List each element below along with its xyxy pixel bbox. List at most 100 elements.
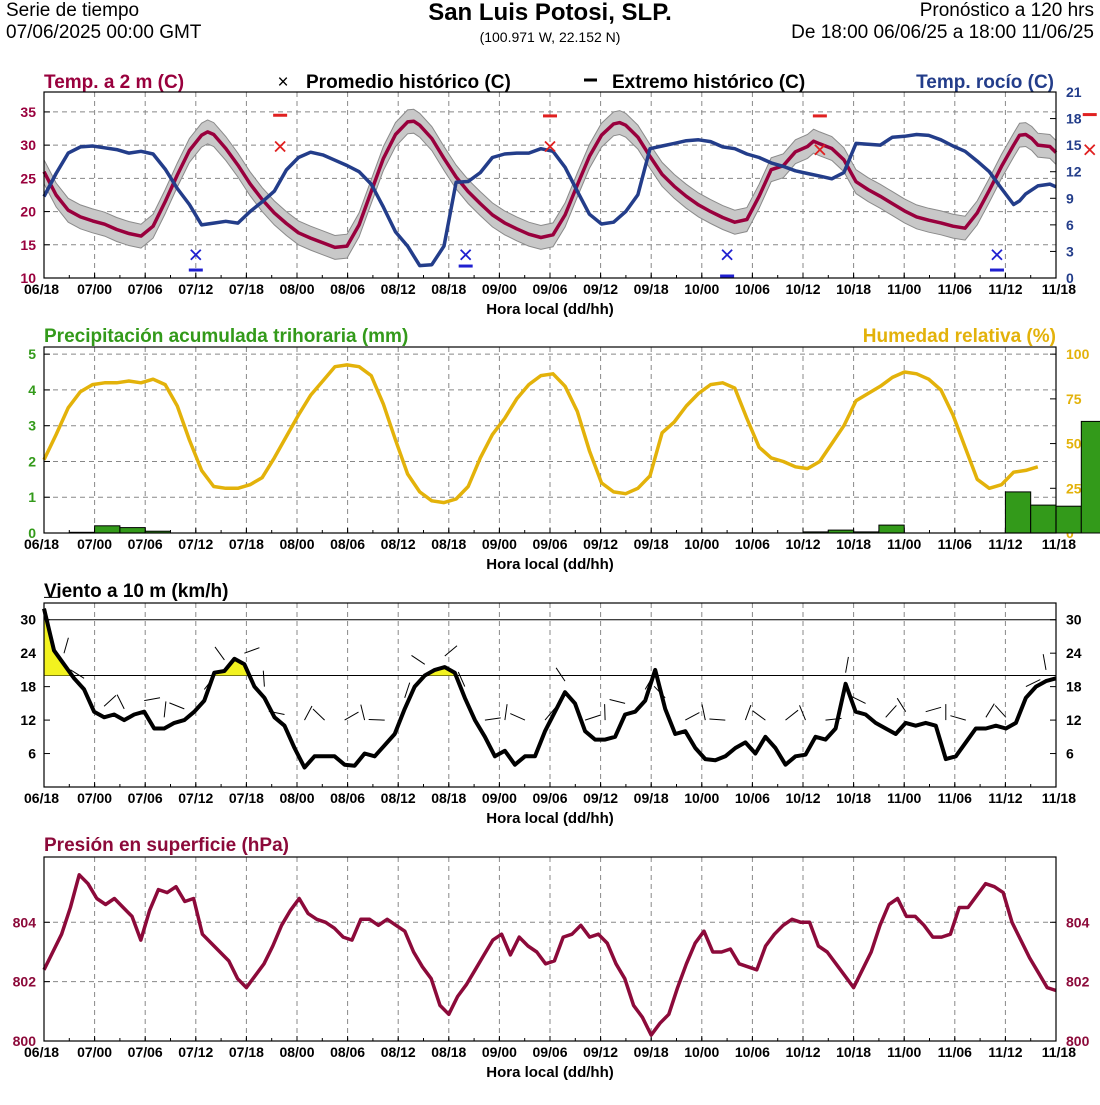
y-tick-label-right: 30 — [1066, 612, 1082, 628]
x-tick-label: 08/06 — [330, 1044, 365, 1060]
x-tick-label: 08/00 — [279, 790, 314, 806]
y-tick-label-right: 9 — [1066, 190, 1074, 206]
x-tick-label: 06/18 — [24, 281, 59, 297]
x-tick-label: 11/18 — [1042, 536, 1076, 552]
x-tick-label: 10/18 — [836, 790, 871, 806]
temperature-panel: 06/18 07/00 07/06 07/12 07/18 08/00 08/06 08/12… — [20, 84, 1097, 318]
wind-barb — [116, 694, 125, 710]
x-axis-title: Hora local (dd/hh) — [486, 1064, 614, 1081]
x-axis-title: Hora local (dd/hh) — [486, 556, 614, 573]
x-tick-label: 08/18 — [431, 1044, 466, 1060]
precip-bar — [1055, 505, 1082, 534]
hist-avg-legend-marker: × — [277, 72, 288, 93]
wind-barb — [799, 705, 806, 721]
hist-avg-marker — [460, 249, 472, 261]
y-tick-label-right: 75 — [1066, 391, 1082, 407]
x-tick-label: 10/06 — [735, 1044, 770, 1060]
wind-barb — [368, 719, 385, 721]
y-tick-label-right: 18 — [1066, 111, 1082, 127]
x-tick-label: 07/06 — [128, 281, 163, 297]
x-tick-label: 11/12 — [988, 790, 1022, 806]
x-tick-label: 07/12 — [178, 281, 213, 297]
y-tick-label-right: 100 — [1066, 346, 1090, 362]
y-tick-label-right: 6 — [1066, 217, 1074, 233]
hist-avg-marker — [1084, 144, 1096, 156]
wind-barb — [268, 710, 285, 715]
wind-barb — [1042, 654, 1047, 670]
x-tick-label: 09/00 — [482, 1044, 517, 1060]
panel-border — [43, 602, 1057, 788]
wind-barb — [144, 697, 161, 702]
wind-barb — [701, 704, 706, 721]
x-tick-label: 09/18 — [634, 790, 669, 806]
wind-barb — [850, 695, 866, 704]
wind-barb — [1025, 679, 1041, 688]
wind-barb — [484, 717, 501, 721]
header-right-line1: Pronóstico a 120 hrs — [920, 0, 1094, 21]
y-tick-label: 15 — [20, 237, 36, 253]
wind-barb — [163, 701, 167, 718]
y-tick-label: 10 — [20, 270, 36, 286]
x-tick-label: 09/06 — [532, 536, 567, 552]
x-tick-label: 11/12 — [988, 1044, 1022, 1060]
x-tick-label: 08/06 — [330, 536, 365, 552]
x-tick-label: 11/18 — [1042, 790, 1076, 806]
x-tick-label: 10/06 — [735, 281, 770, 297]
x-tick-label: 07/18 — [229, 1044, 264, 1060]
panel-border — [43, 856, 1057, 1042]
wind-barb — [685, 712, 700, 721]
dewpoint-line — [42, 132, 1057, 268]
header-coords: (100.971 W, 22.152 N) — [480, 29, 621, 45]
humidity-line — [42, 363, 1039, 505]
header-title: San Luis Potosi, SLP. — [428, 0, 672, 26]
y-tick-label-right: 25 — [1066, 480, 1082, 496]
x-tick-label: 06/18 — [24, 790, 59, 806]
precip-bar — [1030, 504, 1057, 534]
y-tick-label-right: 15 — [1066, 137, 1082, 153]
y-tick-label: 2 — [28, 453, 36, 469]
y-tick-label: 30 — [20, 612, 36, 628]
x-tick-label: 10/18 — [836, 1044, 871, 1060]
x-tick-label: 10/00 — [684, 281, 719, 297]
x-tick-label: 11/00 — [887, 536, 921, 552]
wind-barb — [845, 656, 849, 673]
temperature-line — [42, 119, 1058, 250]
x-tick-label: 08/00 — [279, 281, 314, 297]
x-tick-label: 10/18 — [836, 281, 871, 297]
x-tick-label: 08/18 — [431, 281, 466, 297]
y-tick-label-right: 802 — [1066, 974, 1090, 990]
x-tick-label: 07/18 — [229, 281, 264, 297]
humidity-panel-title: Humedad relativa (%) — [863, 326, 1056, 347]
x-tick-label: 07/06 — [128, 1044, 163, 1060]
x-tick-label: 11/06 — [938, 281, 972, 297]
x-tick-label: 09/12 — [583, 1044, 618, 1060]
x-tick-label: 08/00 — [279, 1044, 314, 1060]
precipitation-humidity-panel: 06/18 07/00 07/06 07/12 07/18 08/00 08/06 08/12… — [24, 346, 1100, 573]
y-tick-label: 3 — [28, 418, 36, 434]
x-tick-label: 08/12 — [381, 536, 416, 552]
wind-barb — [653, 685, 666, 699]
pressure-panel: 06/18 07/00 07/06 07/12 07/18 08/00 08/06 08/12… — [13, 856, 1090, 1081]
precip-bar — [878, 524, 905, 534]
wind-panel: 06/18 07/00 07/06 07/12 07/18 08/00 08/06 08/12… — [20, 596, 1082, 827]
x-axis-title: Hora local (dd/hh) — [486, 810, 614, 827]
wind-barb — [169, 702, 185, 710]
y-tick-label: 6 — [28, 746, 36, 762]
x-tick-label: 07/06 — [128, 536, 163, 552]
wind-barb — [709, 718, 726, 721]
x-tick-label: 11/18 — [1042, 281, 1076, 297]
y-tick-label-right: 50 — [1066, 436, 1082, 452]
x-tick-label: 11/00 — [887, 790, 921, 806]
y-tick-label-right: 0 — [1066, 270, 1074, 286]
x-tick-label: 07/12 — [178, 1044, 213, 1060]
x-tick-label: 10/12 — [785, 281, 820, 297]
wind-speed-line — [42, 608, 1057, 770]
x-tick-label: 11/06 — [938, 536, 972, 552]
y-tick-label: 800 — [13, 1033, 37, 1049]
wind-barb — [444, 645, 458, 657]
x-tick-label: 11/18 — [1042, 1044, 1076, 1060]
x-tick-label: 08/18 — [431, 536, 466, 552]
x-tick-label: 08/06 — [330, 790, 365, 806]
x-tick-label: 09/12 — [583, 281, 618, 297]
x-tick-label: 09/06 — [532, 790, 567, 806]
